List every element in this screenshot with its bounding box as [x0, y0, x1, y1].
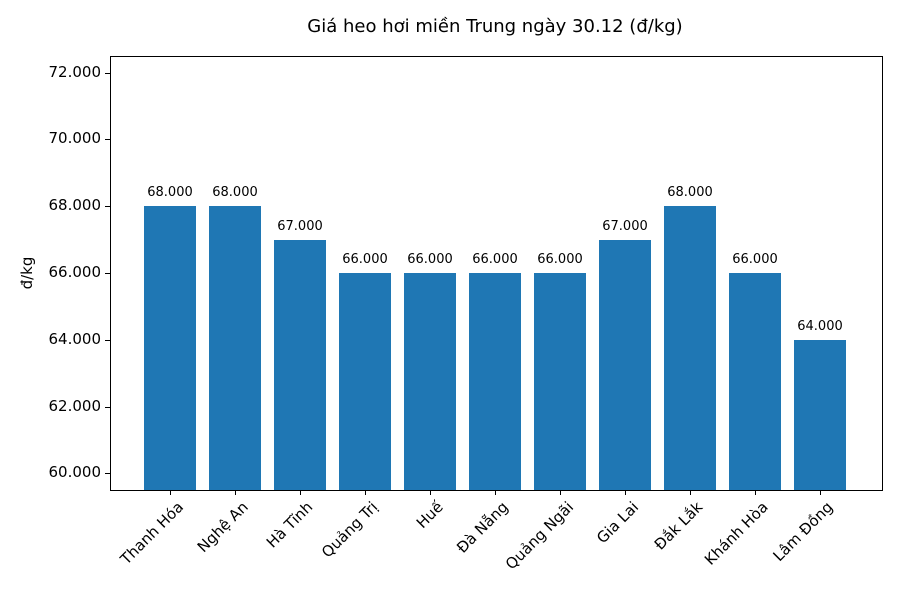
x-tick-mark [365, 490, 366, 495]
x-tick-label: Thanh Hóa [116, 498, 188, 569]
x-tick-mark [625, 490, 626, 495]
x-tick-mark [820, 490, 821, 495]
bar [794, 339, 846, 490]
x-tick-label: Quảng Trị [317, 498, 382, 562]
x-tick-label: Lâm Đồng [769, 498, 837, 566]
bar-value-label: 66.000 [732, 252, 778, 267]
bar-value-label: 68.000 [212, 185, 258, 201]
bar-value-label: 66.000 [342, 252, 388, 267]
bar [664, 206, 716, 490]
x-tick-mark [235, 490, 236, 495]
bar-value-label: 67.000 [277, 218, 323, 234]
x-tick-label: Hà Tĩnh [262, 498, 317, 552]
y-tick-label: 70.000 [48, 129, 102, 148]
bar-value-label: 67.000 [602, 218, 648, 234]
x-tick-mark [430, 490, 431, 495]
bar [729, 273, 781, 490]
bar-value-label: 64.000 [797, 318, 843, 334]
y-tick-mark [105, 72, 110, 74]
y-tick-label: 66.000 [48, 263, 102, 281]
bar-value-label: 66.000 [407, 252, 453, 267]
y-tick-mark [105, 339, 110, 341]
bar [404, 273, 456, 490]
x-tick-mark [560, 490, 561, 495]
x-tick-label: Đà Nẵng [453, 498, 512, 557]
x-tick-label: Gia Lai [593, 498, 643, 548]
x-tick-label: Quảng Ngãi [501, 498, 578, 574]
bar [274, 239, 326, 490]
x-tick-mark [170, 490, 171, 495]
bar-value-label: 66.000 [472, 252, 518, 267]
bar-value-label: 68.000 [147, 185, 193, 201]
y-tick-label: 72.000 [48, 62, 102, 81]
y-tick-label: 64.000 [48, 329, 102, 348]
x-tick-mark [755, 490, 756, 495]
x-tick-mark [300, 490, 301, 495]
y-tick-label: 68.000 [48, 196, 102, 215]
y-tick-label: 62.000 [48, 396, 102, 415]
x-tick-label: Nghệ An [193, 498, 252, 556]
plot-area [110, 56, 883, 491]
bar [534, 273, 586, 490]
y-tick-mark [105, 139, 110, 141]
x-tick-mark [690, 490, 691, 495]
y-axis-label: đ/kg [18, 256, 36, 290]
x-tick-mark [495, 490, 496, 495]
x-tick-label: Huế [412, 498, 447, 532]
x-tick-label: Đắk Lắk [650, 498, 707, 554]
bar [469, 273, 521, 490]
x-tick-label: Khánh Hòa [701, 498, 772, 569]
y-tick-label: 60.000 [48, 463, 102, 482]
bar [144, 206, 196, 490]
bar-value-label: 66.000 [537, 252, 583, 267]
bar [339, 273, 391, 490]
bar [599, 239, 651, 490]
bar [209, 206, 261, 490]
y-tick-mark [105, 473, 110, 475]
y-tick-mark [105, 406, 110, 408]
bar-value-label: 68.000 [667, 185, 713, 201]
y-tick-mark [105, 273, 110, 274]
y-tick-mark [105, 206, 110, 208]
chart-title: Giá heo hơi miền Trung ngày 30.12 (đ/kg) [307, 16, 683, 37]
